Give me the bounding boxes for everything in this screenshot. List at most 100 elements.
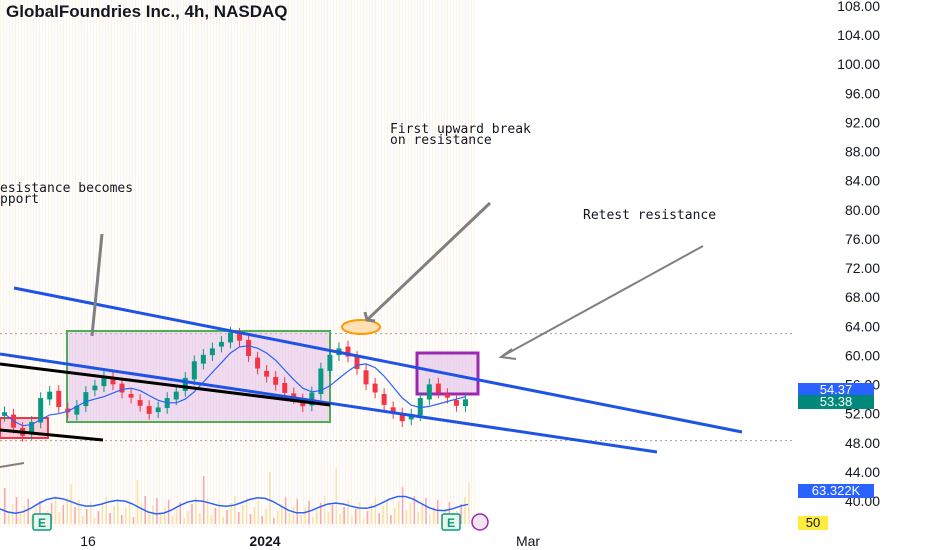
volume-bar <box>101 504 104 524</box>
background-stripe <box>360 0 361 528</box>
upper-resistance-line[interactable] <box>13 286 743 434</box>
candle-body <box>345 346 351 357</box>
lower-channel-line[interactable] <box>0 352 658 454</box>
volume-bar <box>39 501 41 524</box>
volume-bar <box>312 517 314 524</box>
background-stripe <box>192 0 193 528</box>
price-tick-label: 52.00 <box>845 406 880 422</box>
price-tick-label: 60.00 <box>845 347 880 363</box>
candle-body <box>173 391 179 400</box>
volume-bar <box>409 503 412 524</box>
volume-bar <box>7 511 10 524</box>
volume-bar <box>355 509 357 524</box>
background-stripe <box>429 0 430 528</box>
background-stripe <box>222 0 223 528</box>
background-stripe <box>51 0 52 528</box>
background-stripe <box>423 0 424 528</box>
arrow-resistance-support[interactable] <box>90 233 104 337</box>
volume-bar <box>319 503 322 524</box>
black-support-line[interactable] <box>0 362 331 407</box>
volume-bar <box>199 513 201 524</box>
background-stripe <box>384 0 385 528</box>
candle-body <box>83 392 89 407</box>
volume-bar <box>230 503 232 524</box>
background-stripe <box>303 0 304 528</box>
volume-bar <box>464 497 466 524</box>
background-stripe <box>27 0 28 528</box>
background-stripe <box>240 0 241 528</box>
volume-bar <box>413 496 416 524</box>
volume-bar <box>156 498 158 524</box>
volume-bar <box>226 510 228 524</box>
price-tick-label: 48.00 <box>845 435 880 451</box>
background-stripe <box>72 0 73 528</box>
volume-bar <box>429 514 431 524</box>
volume-bar <box>222 517 224 524</box>
background-stripe <box>24 0 25 528</box>
background-stripe <box>135 0 136 528</box>
volume-bar <box>378 513 380 524</box>
background-stripe <box>456 0 457 528</box>
volume-bar <box>160 514 162 524</box>
annotation-resistance-support[interactable]: esistance becomes pport <box>0 181 134 207</box>
price-tick-label: 84.00 <box>845 173 880 189</box>
earnings-marker-icon[interactable] <box>441 513 461 531</box>
volume-bar <box>394 508 396 524</box>
earnings-marker-icon[interactable] <box>32 513 52 531</box>
background-stripe <box>267 0 268 528</box>
background-stripe <box>402 0 403 528</box>
candle-body <box>318 368 324 395</box>
background-stripe <box>291 0 292 528</box>
background-stripe <box>471 0 472 528</box>
volume-bar <box>265 509 267 524</box>
volume-bar <box>97 511 100 524</box>
candle-body <box>291 393 297 399</box>
annotation-first-break[interactable]: First upward break on resistance <box>390 122 531 148</box>
annotation-retest[interactable]: Retest resistance <box>583 208 717 223</box>
earnings-marker-label: E <box>38 516 46 530</box>
candle-body <box>191 361 197 380</box>
candle-body <box>399 413 405 422</box>
background-stripe <box>66 0 67 528</box>
background-stripe <box>417 0 418 528</box>
candle-body <box>101 376 107 387</box>
volume-bar <box>70 484 72 524</box>
arrow-left-small[interactable] <box>0 462 25 468</box>
dividend-marker-icon[interactable] <box>471 513 489 531</box>
background-stripe <box>87 0 88 528</box>
volume-bar <box>206 499 209 524</box>
candle-body <box>462 399 468 407</box>
volume-bar <box>468 483 470 524</box>
volume-bar <box>163 507 166 524</box>
arrow-first-break[interactable] <box>365 201 492 322</box>
volume-bar <box>191 504 193 524</box>
background-stripe <box>396 0 397 528</box>
candle-body <box>38 398 44 423</box>
breakout-highlight-ellipse[interactable] <box>341 319 381 335</box>
background-stripe <box>453 0 454 528</box>
volume-bar <box>202 476 205 524</box>
green-range-box[interactable] <box>66 330 331 423</box>
background-stripe <box>213 0 214 528</box>
background-stripe <box>474 0 475 528</box>
volume-scale-badge: 50 <box>798 516 828 530</box>
price-tick-label: 76.00 <box>845 231 880 247</box>
black-base-line[interactable] <box>0 428 104 442</box>
background-stripe <box>162 0 163 528</box>
candle-body <box>128 394 134 398</box>
background-stripe <box>147 0 148 528</box>
background-stripe <box>273 0 274 528</box>
time-tick-label: 2024 <box>249 533 280 549</box>
background-stripe <box>465 0 466 528</box>
volume-bar <box>343 507 345 524</box>
background-stripe <box>321 0 322 528</box>
volume-bar <box>15 497 18 524</box>
volume-bar <box>382 506 384 524</box>
arrow-retest[interactable] <box>500 245 704 358</box>
background-stripe <box>132 0 133 528</box>
volume-bar <box>74 507 76 524</box>
volume-bar <box>117 499 119 524</box>
volume-bar <box>234 496 236 524</box>
